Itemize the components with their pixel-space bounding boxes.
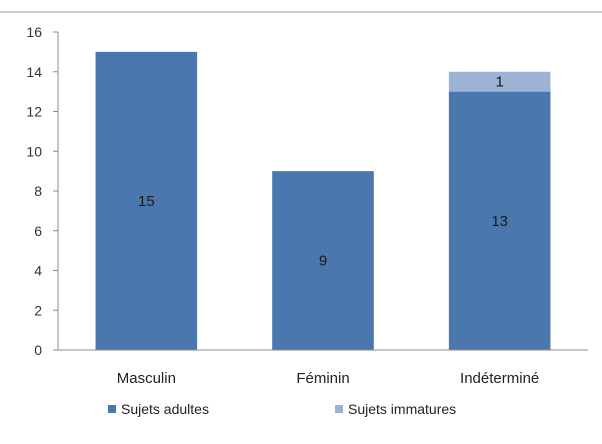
bar-segment [272,171,374,350]
y-tick-label: 8 [34,183,42,199]
data-label: 1 [495,74,503,91]
y-tick-label: 12 [26,104,42,120]
data-label: 9 [319,253,327,270]
y-tick-label: 4 [34,263,42,279]
y-tick-label: 10 [26,143,42,159]
legend-label: Sujets adultes [121,401,209,417]
legend-swatch [335,405,343,413]
bar-segment [448,71,551,92]
x-tick-label: Féminin [296,370,349,387]
x-tick-label: Masculin [117,370,176,387]
x-axis: Masculin Féminin Indéterminé [58,349,588,387]
bars: 15 9 13 1 [95,51,551,350]
y-axis: 0 2 4 6 8 10 12 14 16 [26,24,59,358]
bar-segment [448,91,551,350]
data-label: 15 [138,193,155,210]
legend-label: Sujets immatures [348,401,456,417]
y-tick-label: 0 [34,342,42,358]
y-tick-label: 16 [26,24,42,40]
legend-swatch [108,405,116,413]
bar-segment [95,51,198,350]
x-tick-label: Indéterminé [460,370,539,387]
legend: Sujets adultes Sujets immatures [108,401,456,417]
y-tick-label: 6 [34,223,42,239]
y-tick-label: 2 [34,302,42,318]
data-label: 13 [491,213,508,230]
y-tick-label: 14 [26,64,42,80]
